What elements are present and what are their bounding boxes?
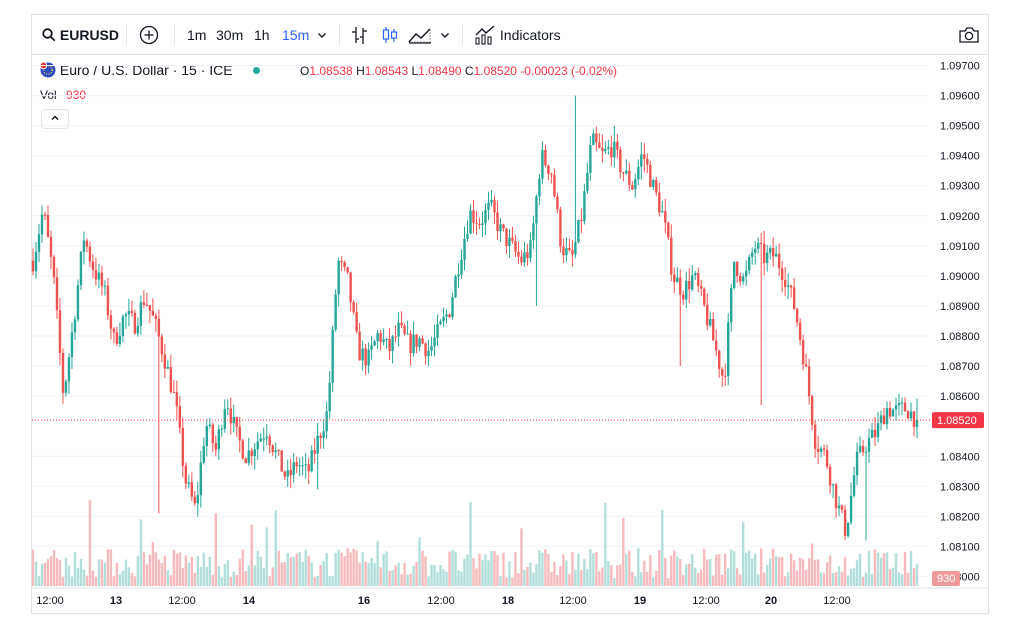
chevron-down-icon <box>441 33 449 38</box>
snapshot-button[interactable] <box>958 23 980 47</box>
volume-legend: Vol 930 <box>40 88 86 102</box>
indicators-label: Indicators <box>499 27 561 43</box>
search-icon <box>42 28 56 42</box>
add-circle-icon <box>139 25 159 45</box>
open-label: O <box>300 64 310 78</box>
chart-type-dropdown-button[interactable] <box>440 23 450 47</box>
open-value: 1.08538 <box>309 64 353 78</box>
volume-value: 930 <box>66 88 87 102</box>
change-value: -0.00023 (-0.02%) <box>520 64 618 78</box>
market-status-dot <box>252 67 260 74</box>
bar-chart-type-button[interactable] <box>351 23 369 47</box>
bars-icon <box>352 27 367 44</box>
ohlc-values: O1.08538 H1.08543 L1.08490 C1.08520 -0.0… <box>300 64 617 78</box>
camera-icon <box>959 27 979 43</box>
euro-flag-icon <box>39 61 56 78</box>
low-value: 1.08490 <box>418 64 462 78</box>
area-chart-type-button[interactable] <box>408 23 432 47</box>
indicators-icon <box>475 25 495 45</box>
interval-1m[interactable]: 1m <box>187 27 207 43</box>
chart-frame: EURUSD 1m 30m 1h 15m Indicators <box>31 14 989 614</box>
interval-15m[interactable]: 15m <box>282 27 310 43</box>
candlestick-icon <box>382 27 398 43</box>
symbol-label: EURUSD <box>59 27 120 43</box>
low-label: L <box>411 64 419 78</box>
series-legend: Euro / U.S. Dollar · 15 · ICE <box>39 61 260 78</box>
chart-toolbar: EURUSD 1m 30m 1h 15m Indicators <box>32 15 988 55</box>
interval-30m[interactable]: 30m <box>216 27 244 43</box>
area-chart-icon <box>408 28 431 44</box>
toolbar-divider <box>339 25 340 45</box>
interval-dropdown-button[interactable] <box>317 23 327 47</box>
candles-chart-type-button[interactable] <box>381 23 399 47</box>
close-value: 1.08520 <box>473 64 517 78</box>
indicators-button[interactable]: Indicators <box>474 23 561 47</box>
series-title[interactable]: Euro / U.S. Dollar · 15 · ICE <box>59 62 233 78</box>
collapse-legend-button[interactable] <box>41 109 69 129</box>
high-label: H <box>356 64 365 78</box>
close-label: C <box>464 64 474 78</box>
volume-label: Vol <box>40 88 57 102</box>
chevron-down-icon <box>318 33 326 38</box>
toolbar-divider <box>462 25 463 45</box>
toolbar-divider <box>174 25 175 45</box>
high-value: 1.08543 <box>364 64 409 78</box>
compare-button[interactable] <box>139 23 159 47</box>
toolbar-divider <box>126 25 127 45</box>
symbol-search-button[interactable]: EURUSD <box>42 23 119 47</box>
interval-1h[interactable]: 1h <box>254 27 270 43</box>
chevron-up-icon <box>51 115 59 121</box>
